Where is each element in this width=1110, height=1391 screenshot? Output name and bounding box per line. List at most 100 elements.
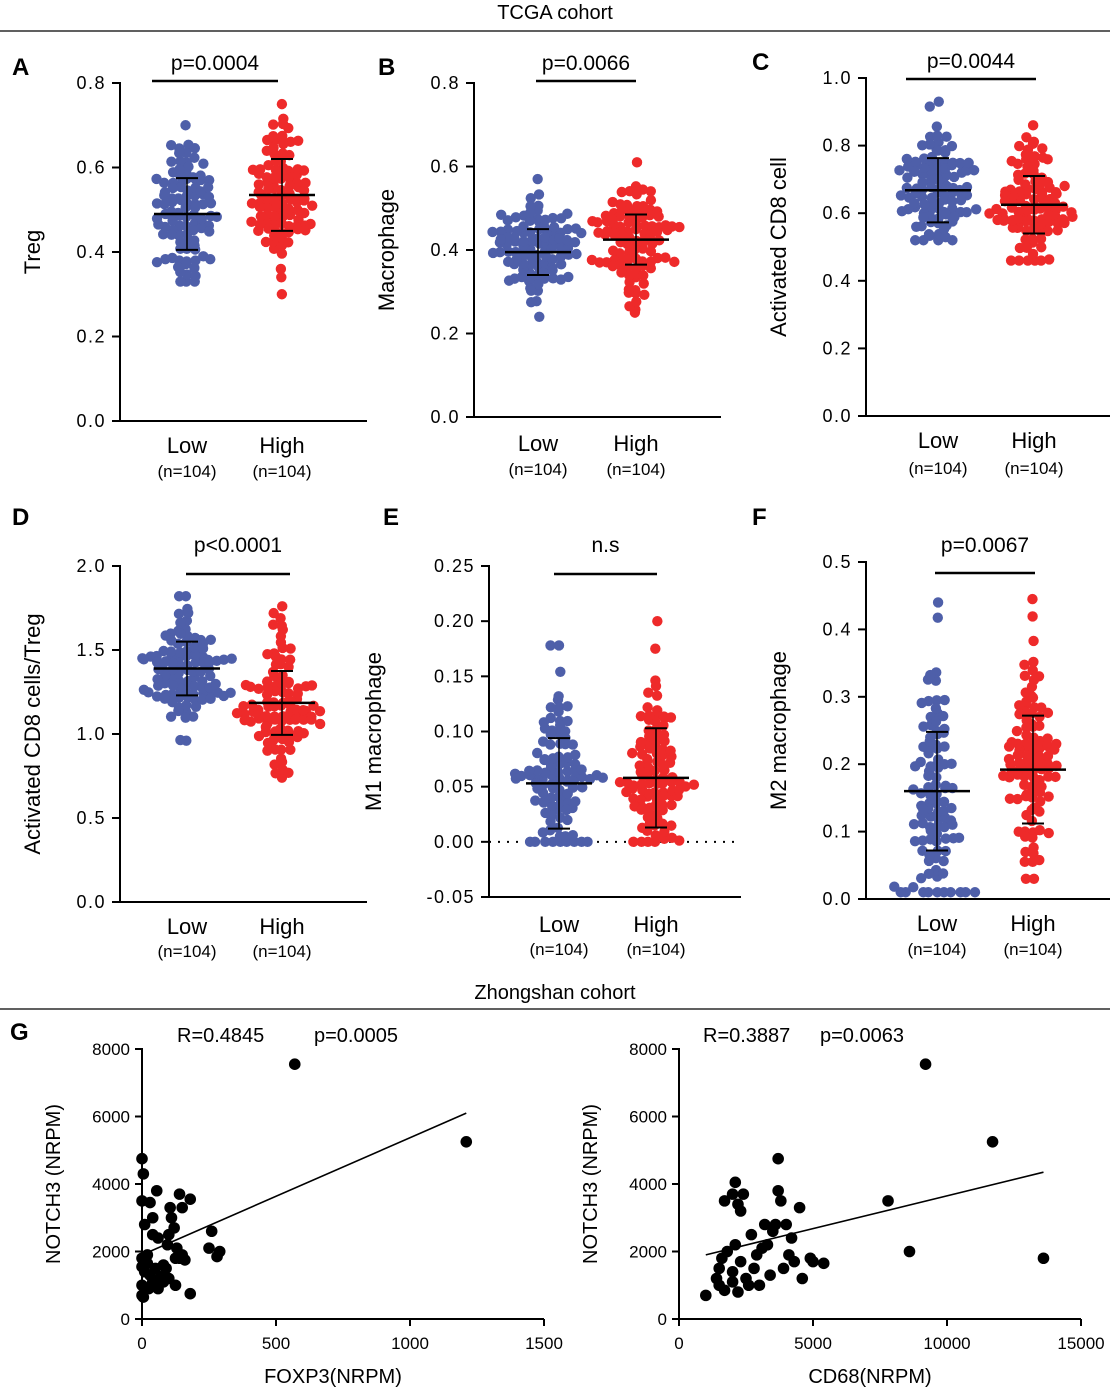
panel-d-low-point [173, 591, 185, 602]
panel-g-foxp3-y-tick-label: 2000 [92, 1243, 130, 1262]
panel-c-high-point [1059, 180, 1070, 192]
panel-f-low-point [947, 819, 958, 830]
panel-f-low-point [945, 887, 956, 898]
panel-f-high-point [1014, 708, 1025, 720]
panel-g-cd68-point [700, 1289, 712, 1302]
panel-b-high-point [631, 157, 643, 168]
panel-f-y-tick-label: 0.4 [822, 619, 852, 639]
panel-c-high-point [1020, 149, 1032, 160]
panel-e-low-point [555, 666, 566, 677]
panel-c-high-point [1035, 233, 1047, 245]
panel-g-cd68-point [729, 1238, 742, 1251]
panel-f-high-point [1019, 856, 1030, 868]
panel-g-cd68-point [732, 1286, 744, 1298]
panel-c-high-point [1051, 188, 1062, 200]
panel-a-low-point [151, 173, 162, 185]
panel-e-high-point [664, 757, 676, 769]
panel-f-high-point [1050, 771, 1061, 783]
panel-g-cd68-point [718, 1284, 731, 1297]
panel-a-high-point [306, 200, 318, 211]
panel-c-y-tick-label: 0.4 [822, 271, 852, 291]
panel-e-low-point [561, 804, 572, 816]
panel-a-high-point [270, 155, 282, 167]
panel-a-low-point [189, 143, 201, 154]
panel-e-high-point [644, 778, 655, 789]
panel-c-low-point [970, 204, 982, 215]
panel-g-cd68-y-tick-label: 0 [658, 1310, 667, 1329]
panel-b-high-point [644, 210, 656, 221]
panel-g-cd68-point [772, 1184, 784, 1197]
panel-e-low-point [537, 736, 549, 747]
panel-b-high-point [616, 186, 627, 198]
panel-f-high-point [1020, 738, 1031, 749]
panel-f-high-point [1020, 873, 1032, 884]
panel-e-high-point [658, 729, 670, 740]
panel-a-low-point [160, 254, 171, 265]
panel-e-low-point [539, 723, 551, 734]
panel-c-y-tick-label: 0.8 [822, 136, 852, 156]
panel-c-low-point [947, 196, 958, 207]
panel-d-low-point [138, 684, 150, 696]
panel-d-high-point [306, 714, 317, 725]
panel-f-high-point [1043, 791, 1054, 802]
panel-d-low-point [175, 617, 186, 628]
panel-d-high-point [275, 637, 287, 648]
panel-e-low-point [545, 702, 557, 713]
panel-d-high-point [285, 643, 296, 654]
panel-b-high-point [660, 252, 671, 263]
panel-a-high-point [253, 168, 265, 180]
panel-e-low-point [547, 836, 559, 848]
panel-c-high-point [1020, 216, 1032, 227]
panel-e-high-point [642, 702, 653, 713]
tcga-header: TCGA cohort [497, 2, 613, 24]
panel-a-high-point [268, 130, 279, 142]
panel-c-high-point [1006, 155, 1017, 167]
panel-e-low-point [553, 706, 564, 717]
panel-f-low-point [889, 881, 900, 892]
panel-d-low-point [190, 701, 202, 712]
panel-f-low-point [917, 817, 928, 829]
panel-d-low-point [165, 646, 177, 657]
panel-g-cd68-point [721, 1245, 734, 1258]
panel-e-high-point [650, 675, 661, 686]
panel-a-low-point [202, 182, 214, 193]
panel-d-high-point [262, 648, 273, 660]
panel-f-low-point [923, 868, 935, 880]
panel-a-low-point [172, 261, 184, 273]
panel-e-high-point [643, 687, 654, 698]
panel-b-high-point [600, 210, 612, 221]
panel-f-high-point [1021, 696, 1032, 707]
panel-d-high-point [283, 688, 294, 699]
panel-a-letter: A [12, 54, 29, 81]
panel-f-low-point [930, 703, 942, 714]
panel-a: A 0.0 0.2 0.4 0.6 0.8 Treg p=0.0004 Low (n=104) Hi… [12, 52, 367, 481]
panel-g-foxp3-x-tick-label: 1000 [391, 1334, 429, 1353]
panel-c-high-point [1022, 161, 1033, 172]
panel-d-y-label: Activated CD8 cells/Treg [20, 613, 45, 854]
panel-c-p-value: p=0.0044 [927, 50, 1015, 73]
panel-b-low-point [555, 259, 567, 270]
panel-g-cd68-point [734, 1255, 747, 1268]
panel-e-low-point [570, 796, 581, 807]
panel-a-high-point [298, 185, 310, 196]
panel-c-low-point [911, 221, 922, 232]
panel-f-low-point [946, 802, 957, 814]
panel-f-high-point [1034, 711, 1045, 722]
panel-b-high-point [638, 270, 649, 281]
panel-g-foxp3: G 0 2000 4000 6000 8000 0 500 1000 1500 NOTCH3 (NR… [10, 1019, 563, 1388]
panel-d-high-points [231, 601, 326, 783]
panel-c-high-point [984, 208, 995, 219]
panel-e-high-point [643, 710, 655, 722]
panel-d-high-point [238, 701, 249, 712]
panel-d-high-point [270, 768, 281, 779]
panel-e-high-point [637, 822, 648, 834]
panel-f-low-point [917, 804, 929, 815]
panel-f-high-point [1028, 802, 1040, 813]
panel-g-cd68-point [726, 1276, 739, 1288]
panel-d-low-point [180, 712, 191, 723]
panel-g-cd68: 0 2000 4000 6000 8000 0 5000 10000 15000 NOTCH3 (… [580, 1025, 1105, 1388]
panel-f-low-point [938, 710, 949, 722]
panel-e-high-point [644, 731, 655, 742]
panel-a-y-tick-label: 0.4 [76, 242, 106, 262]
panel-d-high-point [267, 619, 279, 630]
